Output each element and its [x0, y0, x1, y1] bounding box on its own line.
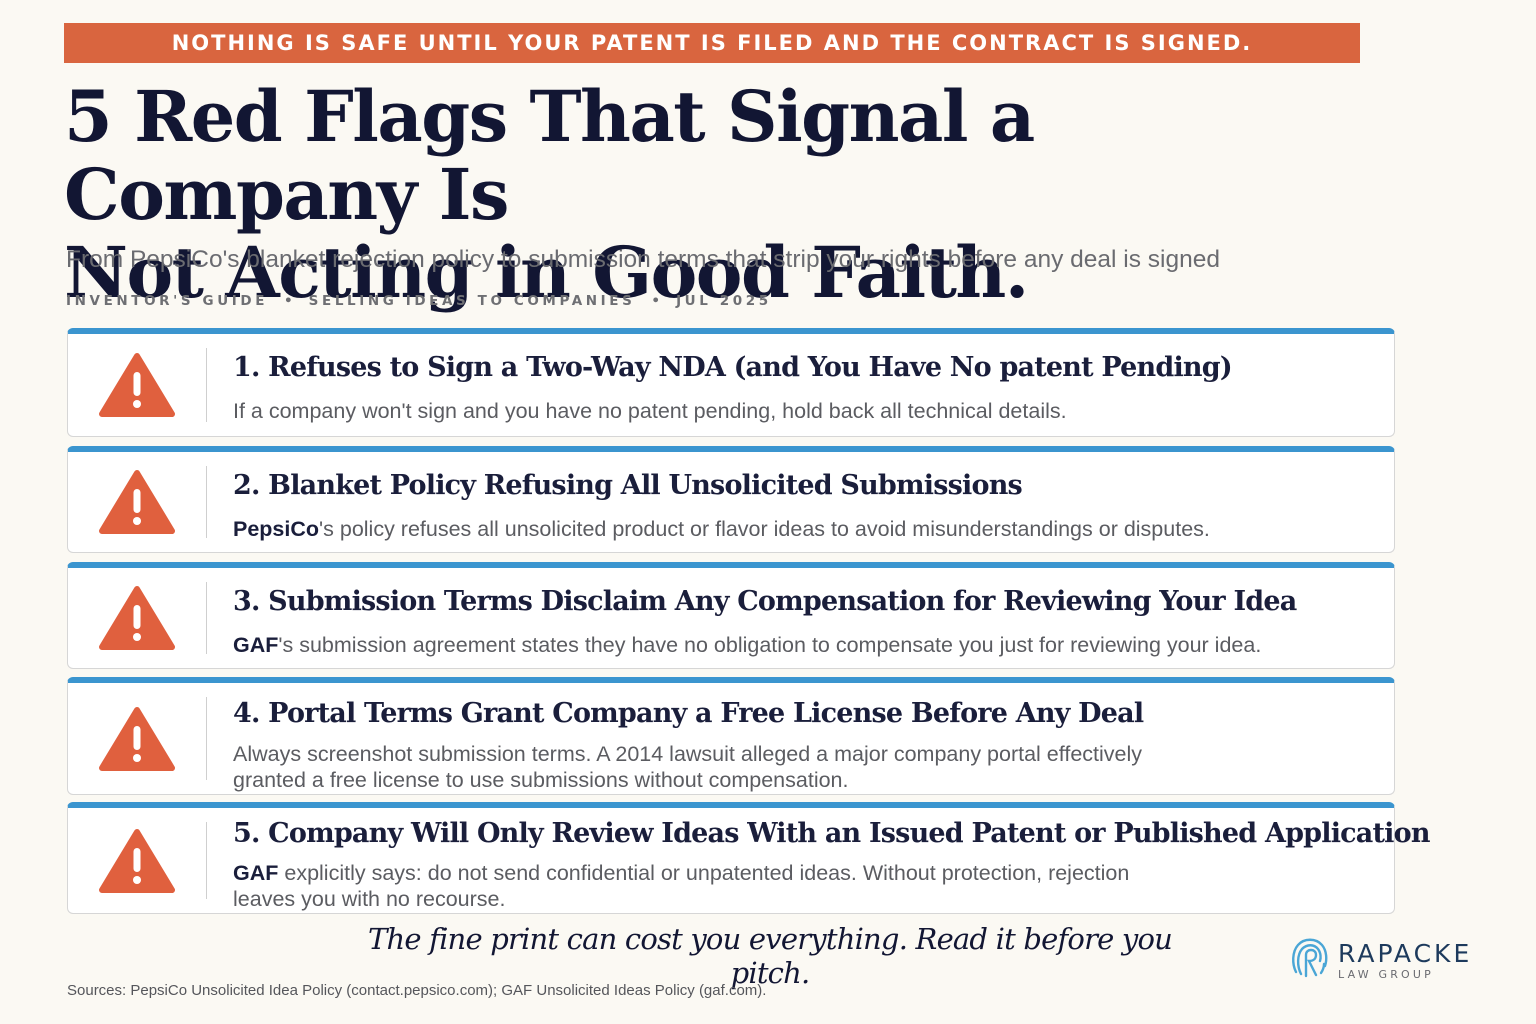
- page-title-line-1: 5 Red Flags That Signal a Company Is: [64, 75, 1035, 236]
- logo-subtitle: LAW GROUP: [1338, 967, 1434, 981]
- red-flag-card-1: 1. Refuses to Sign a Two-Way NDA (and Yo…: [67, 328, 1395, 437]
- red-flag-description: If a company won't sign and you have no …: [233, 398, 1383, 424]
- red-flag-title: 2. Blanket Policy Refusing All Unsolicit…: [233, 470, 1023, 501]
- meta-separator: •: [284, 293, 293, 309]
- red-flag-description: GAF's submission agreement states they h…: [233, 632, 1383, 658]
- red-flag-text: Always screenshot submission terms. A 20…: [233, 742, 1143, 792]
- red-flag-description: GAF explicitly says: do not send confide…: [233, 860, 1193, 912]
- red-flag-description: Always screenshot submission terms. A 20…: [233, 741, 1193, 793]
- red-flag-title: 3. Submission Terms Disclaim Any Compens…: [233, 586, 1297, 617]
- page-subtitle: From PepsiCo's blanket rejection policy …: [66, 246, 1220, 273]
- red-flag-lead: PepsiCo: [233, 517, 320, 541]
- red-flag-text: If a company won't sign and you have no …: [233, 399, 1067, 423]
- red-flag-text: 's policy refuses all unsolicited produc…: [319, 517, 1210, 541]
- card-divider: [206, 822, 207, 899]
- red-flag-title: 4. Portal Terms Grant Company a Free Lic…: [233, 698, 1144, 729]
- red-flag-text: 's submission agreement states they have…: [278, 633, 1262, 657]
- red-flag-card-4: 4. Portal Terms Grant Company a Free Lic…: [67, 677, 1395, 795]
- red-flag-description: PepsiCo's policy refuses all unsolicited…: [233, 516, 1383, 542]
- red-flag-lead: GAF: [233, 633, 279, 657]
- warning-triangle-icon: [98, 683, 176, 794]
- red-flag-text: explicitly says: do not send confidentia…: [233, 861, 1130, 911]
- red-flag-lead: GAF: [233, 861, 279, 885]
- rapacke-logo: RAPACKE LAW GROUP: [1290, 934, 1472, 987]
- red-flag-card-3: 3. Submission Terms Disclaim Any Compens…: [67, 562, 1395, 669]
- warning-triangle-icon: [98, 334, 176, 436]
- logo-name: RAPACKE: [1338, 938, 1473, 968]
- top-banner: NOTHING IS SAFE UNTIL YOUR PATENT IS FIL…: [64, 23, 1360, 63]
- banner-text: NOTHING IS SAFE UNTIL YOUR PATENT IS FIL…: [171, 31, 1253, 55]
- warning-triangle-icon: [98, 568, 176, 668]
- meta-category: INVENTOR'S GUIDE: [66, 293, 269, 309]
- page-title-line-2: Not Acting in Good Faith.: [64, 231, 1029, 314]
- closing-tagline: The fine print can cost you everything. …: [367, 922, 1173, 990]
- meta-topic: SELLING IDEAS TO COMPANIES: [308, 293, 636, 309]
- warning-triangle-icon: [98, 452, 176, 552]
- fingerprint-r-icon: [1290, 934, 1330, 987]
- red-flag-card-2: 2. Blanket Policy Refusing All Unsolicit…: [67, 446, 1395, 553]
- card-divider: [206, 348, 207, 422]
- sources-note: Sources: PepsiCo Unsolicited Idea Policy…: [67, 982, 767, 999]
- card-divider: [206, 466, 207, 538]
- card-divider: [206, 582, 207, 654]
- card-divider: [206, 697, 207, 780]
- red-flag-card-5: 5. Company Will Only Review Ideas With a…: [67, 802, 1430, 914]
- meta-separator: •: [651, 293, 661, 309]
- logo-text: RAPACKE LAW GROUP: [1338, 938, 1473, 982]
- page-title: 5 Red Flags That Signal a Company Is Not…: [64, 78, 1364, 312]
- meta-line: INVENTOR'S GUIDE • SELLING IDEAS TO COMP…: [66, 293, 772, 309]
- meta-date: JUL 2025: [676, 293, 772, 309]
- red-flag-title: 1. Refuses to Sign a Two-Way NDA (and Yo…: [233, 352, 1233, 383]
- red-flag-title: 5. Company Will Only Review Ideas With a…: [233, 818, 1430, 849]
- warning-triangle-icon: [98, 808, 176, 913]
